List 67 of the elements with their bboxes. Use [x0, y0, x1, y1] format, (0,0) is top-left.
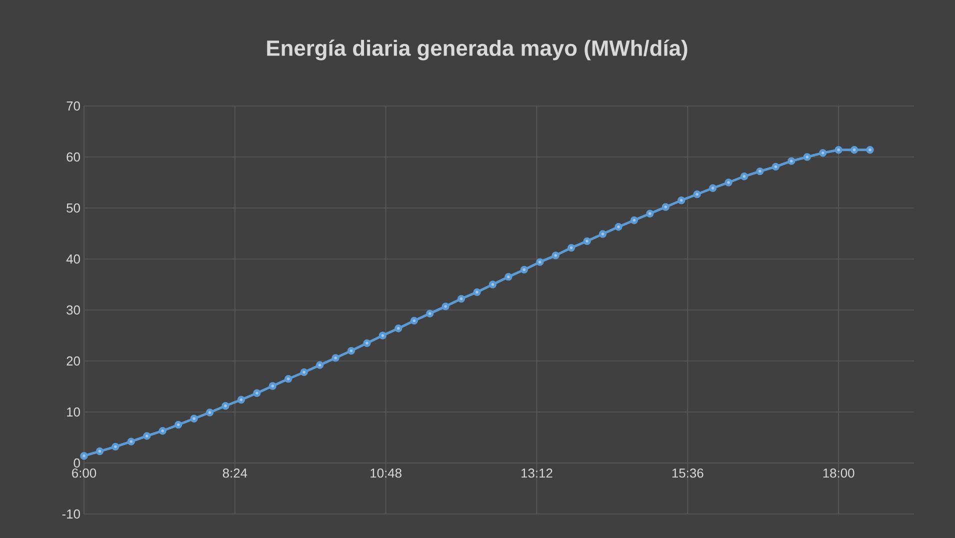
point	[630, 216, 638, 224]
point	[819, 149, 827, 157]
point	[300, 368, 308, 376]
point	[174, 420, 182, 429]
x-tick-label: 10:48	[370, 468, 402, 478]
y-tick-label: 10	[67, 407, 80, 417]
point	[363, 339, 371, 347]
y-tick-label: 0	[74, 458, 80, 468]
point	[394, 324, 402, 332]
point	[724, 178, 732, 186]
point	[332, 354, 340, 362]
point	[662, 203, 670, 211]
point	[693, 190, 701, 198]
y-tick-label: -10	[62, 509, 80, 519]
point	[80, 452, 88, 460]
x-tick-label: 15:36	[672, 468, 704, 478]
chart-title: Energía diaria generada mayo (MWh/día)	[267, 40, 688, 60]
point	[316, 361, 324, 369]
point	[253, 389, 261, 397]
point	[646, 210, 654, 218]
point	[488, 280, 497, 288]
point	[866, 146, 874, 154]
point	[222, 402, 230, 410]
point	[536, 258, 544, 266]
point	[112, 442, 120, 451]
y-tick-label: 40	[66, 254, 80, 264]
point	[143, 432, 151, 440]
point	[410, 316, 418, 325]
x-tick-label: 8:24	[222, 468, 248, 478]
point	[473, 288, 481, 296]
point	[552, 252, 560, 260]
point	[442, 302, 450, 310]
point	[583, 237, 591, 245]
point	[850, 146, 858, 154]
point	[740, 172, 748, 180]
x-tick-label: 6:00	[72, 468, 96, 478]
point	[834, 146, 842, 154]
point	[237, 396, 246, 404]
point	[96, 447, 104, 456]
point	[206, 408, 214, 416]
point	[788, 157, 796, 165]
point	[567, 244, 576, 252]
point	[614, 223, 622, 231]
point	[284, 375, 292, 383]
y-tick-label: 20	[66, 356, 80, 366]
point	[598, 230, 607, 238]
point	[158, 427, 166, 435]
point	[756, 167, 764, 176]
point	[708, 184, 717, 192]
y-tick-label: 30	[66, 305, 80, 315]
point	[347, 346, 356, 355]
y-tick-label: 50	[66, 203, 80, 213]
y-tick-label: 60	[66, 152, 80, 162]
point	[268, 382, 276, 390]
point	[772, 162, 780, 171]
point	[378, 332, 387, 340]
point	[504, 273, 512, 281]
point	[678, 196, 686, 204]
point	[803, 153, 811, 161]
y-tick-label: 70	[66, 101, 80, 111]
point	[457, 294, 466, 303]
x-tick-label: 13:12	[522, 468, 552, 478]
point	[520, 266, 528, 274]
point	[190, 414, 198, 422]
x-tick-label: 18:00	[823, 468, 854, 478]
point	[127, 438, 135, 446]
point	[426, 310, 434, 318]
